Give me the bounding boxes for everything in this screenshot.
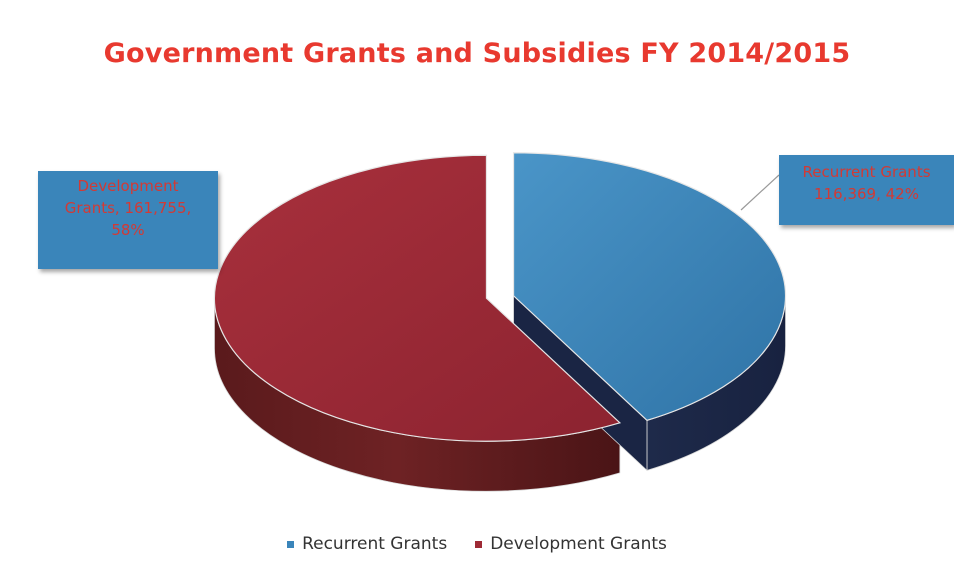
data-label-line: Grants, 161,755, [64, 199, 192, 217]
leader-line [740, 174, 780, 211]
data-label-line: Development [77, 177, 179, 195]
legend-swatch-recurrent-grants [287, 540, 295, 548]
pie-slice-development-grants [213, 154, 622, 442]
chart-title: Government Grants and Subsidies FY 2014/… [103, 38, 851, 69]
legend-item-recurrent-grants: Recurrent Grants [287, 534, 447, 554]
data-label-line: 116,369, 42% [814, 185, 919, 203]
legend-label: Recurrent Grants [302, 534, 448, 554]
data-label-recurrent-grants: Recurrent Grants 116,369, 42% [779, 155, 954, 225]
data-label-development-grants: Development Grants, 161,755, 58% [38, 171, 218, 269]
chart-legend: Recurrent Grants Development Grants [0, 534, 954, 554]
legend-swatch-development-grants [475, 540, 483, 548]
data-label-line: 58% [111, 221, 145, 239]
data-label-line: Recurrent Grants [802, 163, 931, 181]
pie-slice-recurrent-grants [512, 152, 787, 422]
legend-item-development-grants: Development Grants [475, 534, 667, 554]
legend-label: Development Grants [490, 534, 667, 554]
